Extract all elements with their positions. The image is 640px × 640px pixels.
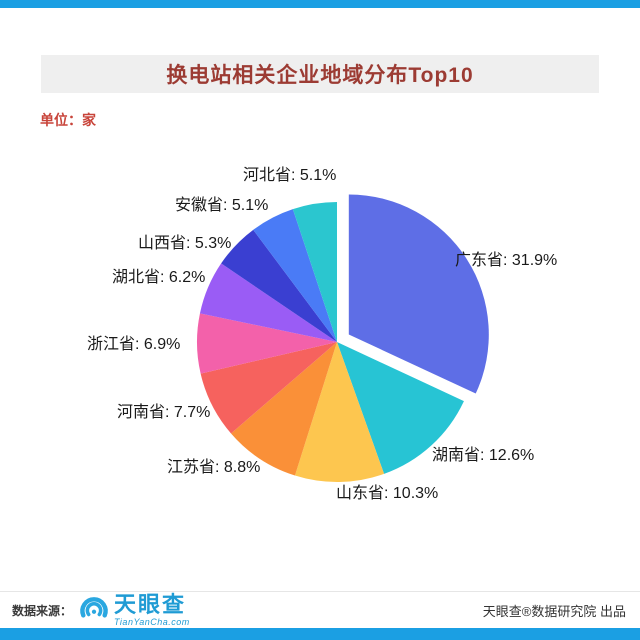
tianyancha-logo: 天眼查 TianYanCha.com — [78, 591, 190, 627]
pie-slice-0 — [348, 194, 489, 394]
footer: 数据来源： 天眼查 TianYanCha.com 天眼查®数据研究院 出品 — [0, 591, 640, 628]
logo-subtext: TianYanCha.com — [114, 616, 190, 627]
pie-label-5: 浙江省: 6.9% — [87, 336, 181, 353]
pie-label-8: 安徽省: 5.1% — [175, 197, 269, 214]
unit-label: 单位：家 — [40, 112, 96, 128]
pie-slice-1 — [337, 342, 464, 474]
data-source-label: 数据来源： — [12, 603, 73, 618]
pie-label-3: 江苏省: 8.8% — [167, 459, 261, 476]
pie-slice-9 — [292, 202, 337, 342]
pie-label-1: 湖南省: 12.6% — [432, 447, 535, 464]
bottom-accent-bar — [0, 628, 640, 640]
pie-label-4: 河南省: 7.7% — [117, 404, 211, 421]
logo-text: 天眼查 — [114, 591, 187, 617]
pie-slice-7 — [221, 229, 337, 342]
footer-credit: 天眼查®数据研究院 出品 — [482, 603, 626, 619]
pie-slice-2 — [294, 342, 385, 482]
pie-slice-8 — [253, 209, 337, 342]
pie-label-0: 广东省: 31.9% — [455, 252, 558, 269]
top-accent-bar — [0, 0, 640, 8]
tianyancha-logo-icon — [80, 597, 108, 618]
pie-slice-5 — [197, 313, 337, 374]
title-banner: 换电站相关企业地域分布Top10 — [41, 55, 599, 93]
pie-slice-4 — [200, 342, 337, 434]
logo-text-group: 天眼查 TianYanCha.com — [114, 591, 190, 627]
pie-slice-6 — [199, 263, 337, 342]
pie-label-6: 湖北省: 6.2% — [112, 269, 206, 286]
page-title: 换电站相关企业地域分布Top10 — [166, 64, 474, 87]
pie-slice-3 — [231, 342, 337, 476]
pie-label-7: 山西省: 5.3% — [138, 235, 232, 252]
pie-label-2: 山东省: 10.3% — [336, 485, 439, 502]
pie-label-9: 河北省: 5.1% — [243, 167, 337, 184]
